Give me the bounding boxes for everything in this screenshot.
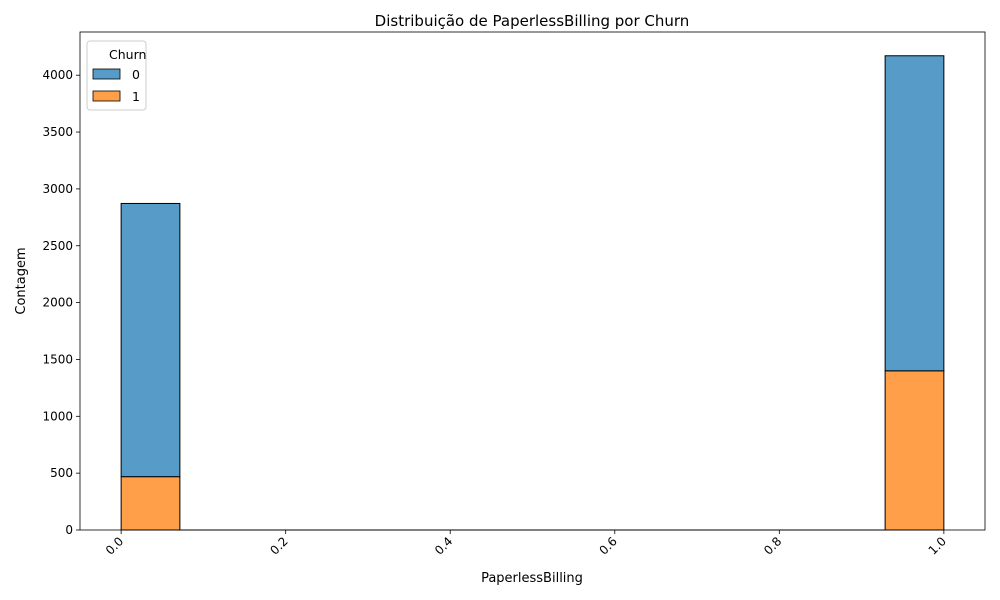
bar-bin-1-churn-1 <box>884 370 945 531</box>
y-axis-label: Contagem <box>14 247 29 314</box>
x-tick-label: 0.8 <box>761 534 784 557</box>
y-tick-label: 3000 <box>42 182 73 196</box>
legend-swatch-churn-0 <box>92 68 121 80</box>
bar-bin-0-churn-1 <box>120 476 181 531</box>
y-tick-label: 2500 <box>42 239 73 253</box>
legend-label-churn-0: 0 <box>132 67 140 82</box>
x-tick-label: 0.2 <box>267 534 290 557</box>
plot-frame <box>79 31 986 531</box>
bars-group <box>120 55 945 531</box>
chart-title: Distribuição de PaperlessBilling por Chu… <box>375 12 690 30</box>
legend-swatch-churn-1 <box>92 90 121 102</box>
legend: Churn 0 1 <box>86 40 147 111</box>
y-tick-label: 3500 <box>42 125 73 139</box>
x-axis-label: PaperlessBilling <box>481 571 583 586</box>
legend-label-churn-1: 1 <box>132 89 140 104</box>
y-tick-label: 4000 <box>42 68 73 82</box>
x-tick-label: 0.0 <box>103 534 126 557</box>
y-tick-label: 1500 <box>42 352 73 366</box>
y-tick-label: 500 <box>50 466 73 480</box>
y-axis: 0 500 1000 1500 2000 2500 3000 3500 4000 <box>42 68 80 537</box>
bar-bin-1-churn-0 <box>884 55 945 372</box>
y-tick-label: 2000 <box>42 296 73 310</box>
x-tick-label: 0.6 <box>596 534 619 557</box>
x-tick-label: 0.4 <box>432 534 455 557</box>
x-axis: 0.0 0.2 0.4 0.6 0.8 1.0 <box>103 530 949 558</box>
bar-bin-0-churn-0 <box>120 202 181 478</box>
x-tick-label: 1.0 <box>926 534 949 557</box>
y-tick-label: 0 <box>65 523 73 537</box>
y-tick-label: 1000 <box>42 409 73 423</box>
legend-title: Churn <box>109 47 146 62</box>
